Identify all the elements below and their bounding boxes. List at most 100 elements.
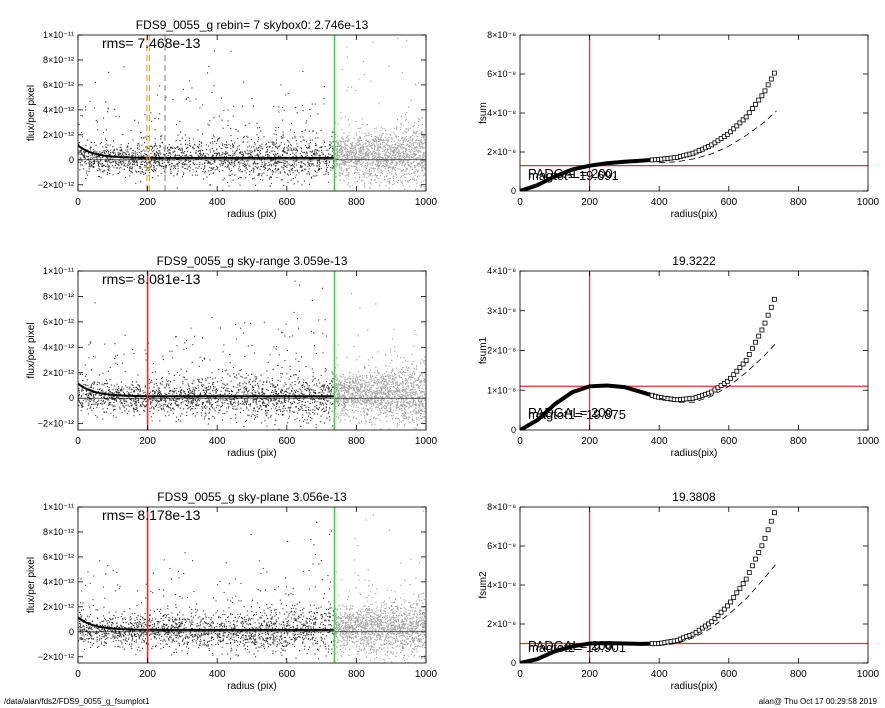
scatter-point <box>81 115 83 117</box>
scatter-point <box>148 172 150 174</box>
scatter-point <box>118 165 120 167</box>
scatter-point <box>241 105 243 107</box>
scatter-point <box>182 161 184 163</box>
band-point <box>343 164 345 166</box>
band-point <box>343 164 345 166</box>
scatter-point <box>183 173 185 175</box>
scatter-point <box>84 150 86 152</box>
scatter-point <box>185 168 187 170</box>
scatter-point <box>413 367 415 369</box>
scatter-point <box>109 152 111 154</box>
scatter-point <box>390 166 392 168</box>
scatter-point <box>165 393 167 395</box>
scatter-point <box>300 147 302 149</box>
band-point <box>340 160 342 162</box>
scatter-point <box>143 149 145 151</box>
scatter-point <box>326 400 328 402</box>
band-point <box>340 147 342 149</box>
band-point <box>383 139 385 141</box>
scatter-point <box>265 406 267 408</box>
scatter-point <box>225 152 227 154</box>
scatter-point <box>400 124 402 126</box>
scatter-point <box>271 391 273 393</box>
scatter-point <box>260 147 262 149</box>
scatter-point <box>176 146 178 148</box>
scatter-point <box>314 152 316 154</box>
band-point <box>379 145 381 147</box>
scatter-point <box>163 147 165 149</box>
scatter-point <box>151 120 153 122</box>
band-point <box>337 156 339 158</box>
scatter-point <box>153 145 155 147</box>
scatter-point <box>404 390 406 392</box>
scatter-point <box>167 162 169 164</box>
scatter-point <box>227 125 229 127</box>
scatter-point <box>282 407 284 409</box>
scatter-point <box>338 172 340 174</box>
scatter-point <box>123 164 125 166</box>
curve-marker <box>728 129 733 135</box>
scatter-point <box>344 405 346 407</box>
scatter-point <box>87 152 89 154</box>
scatter-point <box>378 167 380 169</box>
band-point <box>405 156 407 158</box>
scatter-point <box>155 156 157 158</box>
scatter-point <box>323 141 325 143</box>
scatter-point <box>199 398 201 400</box>
scatter-point <box>280 389 282 391</box>
scatter-point <box>165 167 167 169</box>
scatter-point <box>259 400 261 402</box>
scatter-point <box>226 152 228 154</box>
scatter-point <box>147 162 149 164</box>
scatter-point <box>97 160 99 162</box>
scatter-point <box>273 346 275 348</box>
scatter-point <box>288 387 290 389</box>
scatter-point <box>236 408 238 410</box>
band-point <box>424 139 426 141</box>
scatter-point <box>308 130 310 132</box>
scatter-point <box>290 403 292 405</box>
scatter-point <box>140 167 142 169</box>
scatter-point <box>134 154 136 156</box>
band-point <box>407 156 409 158</box>
scatter-point <box>270 158 272 160</box>
scatter-point <box>397 390 399 392</box>
scatter-point <box>119 408 121 410</box>
scatter-point <box>108 166 110 168</box>
scatter-point <box>250 152 252 154</box>
scatter-point <box>214 140 216 142</box>
scatter-point <box>365 392 367 394</box>
band-point <box>378 147 380 149</box>
scatter-point <box>377 161 379 163</box>
scatter-point <box>320 168 322 170</box>
scatter-point <box>408 416 410 418</box>
scatter-point <box>200 145 202 147</box>
scatter-point <box>285 383 287 385</box>
scatter-point <box>344 396 346 398</box>
scatter-point <box>194 398 196 400</box>
scatter-point <box>175 155 177 157</box>
band-point <box>342 146 344 148</box>
scatter-point <box>383 162 385 164</box>
scatter-point <box>115 167 117 169</box>
band-point <box>370 145 372 147</box>
scatter-point <box>301 385 303 387</box>
band-point <box>410 146 412 148</box>
band-point <box>399 168 401 170</box>
band-point <box>385 151 387 153</box>
band-point <box>355 149 357 151</box>
scatter-point <box>351 143 353 145</box>
scatter-point <box>242 387 244 389</box>
band-point <box>368 132 370 134</box>
scatter-point <box>121 154 123 156</box>
scatter-point <box>351 393 353 395</box>
band-point <box>394 168 396 170</box>
scatter-point <box>332 165 334 167</box>
scatter-point <box>322 332 324 334</box>
scatter-point <box>369 174 371 176</box>
scatter-point <box>127 143 129 145</box>
scatter-point <box>223 177 225 179</box>
band-point <box>400 115 402 117</box>
scatter-point <box>284 143 286 145</box>
scatter-point <box>133 161 135 163</box>
